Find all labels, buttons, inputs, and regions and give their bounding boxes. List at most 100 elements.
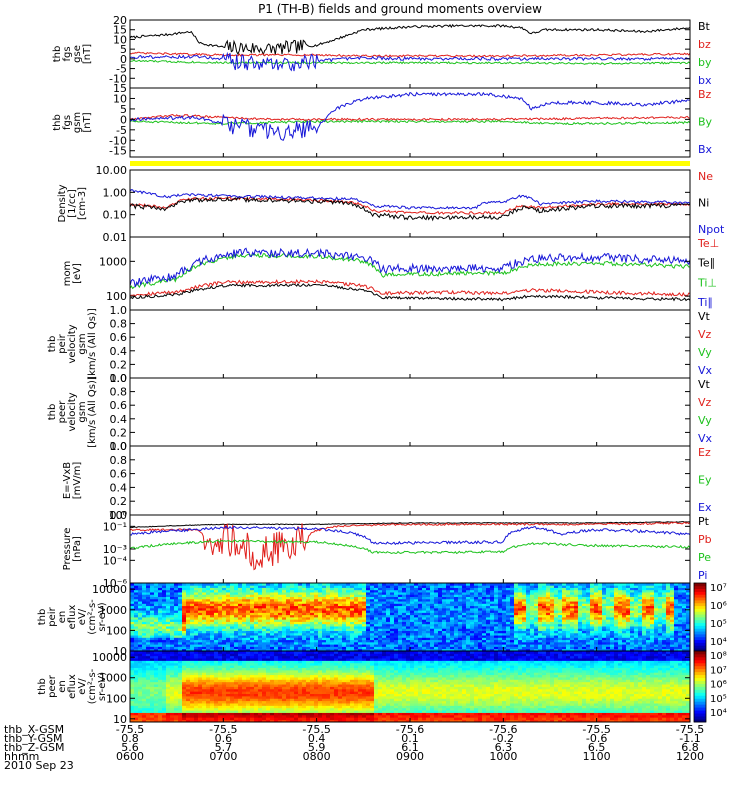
spectrogram-cell [134,677,139,680]
spectrogram-cell [222,703,227,706]
spectrogram-cell [566,592,571,595]
spectrogram-cell [262,641,267,645]
spectrogram-cell [130,667,135,671]
spectrogram-cell [386,607,391,611]
spectrogram-cell [518,583,523,586]
spectrogram-cell [330,648,335,652]
spectrogram-cell [190,717,195,721]
spectrogram-cell [386,614,391,618]
spectrogram-cell [574,619,579,622]
spectrogram-cell [334,621,339,625]
spectrogram-cell [558,641,563,645]
spectrogram-cell [250,648,255,652]
spectrogram-cell [338,635,343,638]
spectrogram-cell [426,637,431,641]
spectrogram-cell [310,587,315,591]
spectrogram-cell [142,695,147,699]
spectrogram-cell [402,639,407,643]
spectrogram-cell [574,632,579,636]
spectrogram-cell [174,717,179,721]
spectrogram-cell [642,585,647,588]
spectrogram-cell [170,637,175,641]
spectrogram-cell [526,630,531,634]
spectrogram-cell [498,626,503,629]
spectrogram-cell [414,648,419,652]
spectrogram-cell [182,660,187,664]
spectrogram-cell [310,635,315,638]
spectrogram-cell [394,623,399,627]
spectrogram-cell [494,623,499,627]
spectrogram-cell [462,603,467,607]
spectrogram-cell [674,601,679,604]
spectrogram-cell [290,617,295,620]
spectrogram-cell [438,635,443,638]
spectrogram-cell [342,617,347,620]
spectrogram-cell [402,587,407,591]
spectrogram-cell [630,646,635,650]
spectrogram-cell [242,596,247,600]
spectrogram-cell [634,596,639,600]
spectrogram-cell [258,587,263,591]
spectrogram-cell [150,637,155,641]
spectrogram-cell [630,594,635,597]
spectrogram-cell [406,585,411,588]
spectrogram-cell [178,614,183,618]
spectrogram-cell [654,617,659,620]
spectrogram-cell [154,710,159,713]
spectrogram-cell [226,691,231,694]
spectrogram-cell [482,646,487,650]
spectrogram-cell [206,662,211,666]
spectrogram-cell [642,632,647,636]
colorbar-segment [694,600,706,604]
spectrogram-cell [626,607,631,611]
spectrogram-cell [374,621,379,625]
spectrogram-cell [286,596,291,600]
spectrogram-cell [418,607,423,611]
spectrogram-cell [534,596,539,600]
spectrogram-cell [614,637,619,641]
spectrogram-cell [614,605,619,609]
spectrogram-cell [158,684,163,687]
spectrogram-cell [254,589,259,593]
spectrogram-cell [466,614,471,618]
spectrogram-cell [202,594,207,597]
spectrogram-cell [338,610,343,613]
spectrogram-cell [674,594,679,597]
spectrogram-cell [466,632,471,636]
spectrogram-cell [450,605,455,609]
spectrogram-cell [338,632,343,636]
spectrogram-cell [218,691,223,694]
spectrogram-cell [210,705,215,709]
spectrogram-cell [238,607,243,611]
spectrogram-cell [270,596,275,600]
spectrogram-cell [434,596,439,600]
spectrogram-cell [266,646,271,650]
spectrogram-cell [174,641,179,645]
spectrogram-cell [306,603,311,607]
spectrogram-cell [650,637,655,641]
spectrogram-cell [566,632,571,636]
spectrogram-cell [294,589,299,593]
spectrogram-cell [182,651,187,654]
spectrogram-cell [206,601,211,604]
spectrogram-cell [646,587,651,591]
spectrogram-cell [414,637,419,641]
spectrogram-cell [366,646,371,650]
y-tick-label: 10 [113,645,127,658]
spectrogram-cell [178,705,183,709]
spectrogram-cell [318,594,323,597]
spectrogram-cell [218,610,223,613]
spectrogram-cell [602,583,607,586]
spectrogram-cell [386,610,391,613]
spectrogram-cell [310,603,315,607]
spectrogram-cell [194,648,199,652]
spectrogram-cell [650,619,655,622]
spectrogram-cell [230,637,235,641]
spectrogram-cell [202,672,207,676]
spectrogram-cell [214,695,219,699]
spectrogram-cell [278,610,283,613]
spectrogram-cell [414,630,419,634]
spectrogram-cell [474,639,479,643]
spectrogram-cell [250,644,255,647]
spectrogram-cell [478,646,483,650]
